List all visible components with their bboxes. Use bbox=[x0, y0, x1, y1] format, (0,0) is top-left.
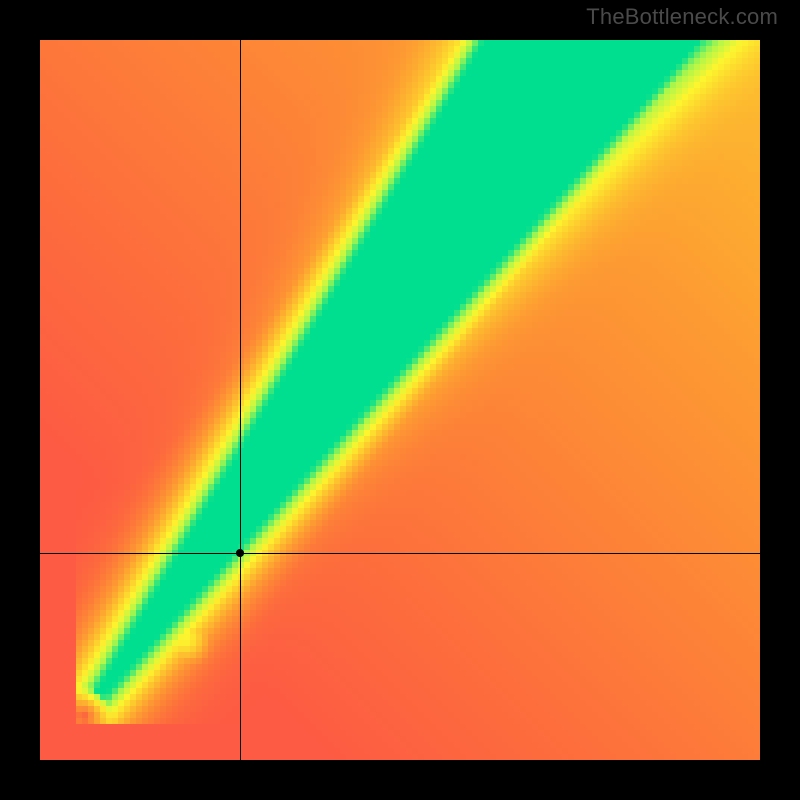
crosshair-horizontal bbox=[40, 553, 760, 554]
crosshair-vertical bbox=[240, 40, 241, 760]
watermark-text: TheBottleneck.com bbox=[586, 4, 778, 30]
heatmap-plot bbox=[40, 40, 760, 760]
marker-dot bbox=[236, 549, 244, 557]
heatmap-canvas bbox=[40, 40, 760, 760]
